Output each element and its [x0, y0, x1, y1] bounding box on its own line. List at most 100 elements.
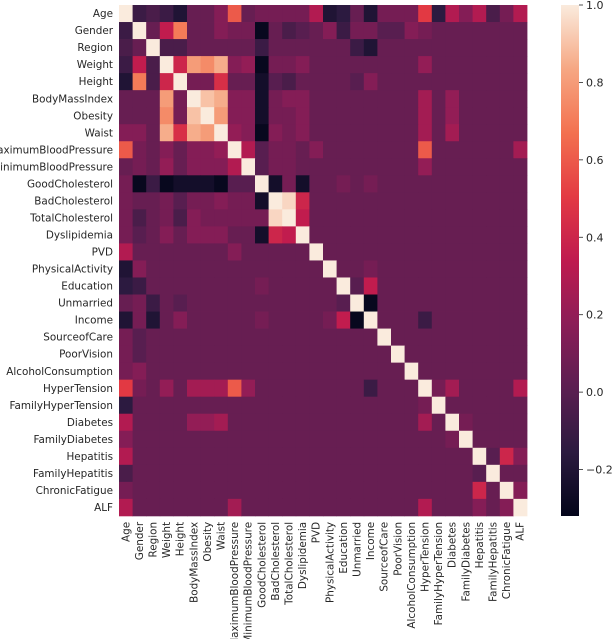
heatmap-cell — [227, 158, 242, 176]
heatmap-cell — [418, 413, 433, 432]
heatmap-cell — [295, 22, 310, 40]
heatmap-cell — [241, 56, 256, 74]
heatmap-cell — [445, 226, 460, 244]
heatmap-cell — [377, 209, 392, 227]
heatmap-cell — [159, 141, 174, 159]
heatmap-cell — [241, 447, 256, 466]
heatmap-cell — [323, 413, 337, 432]
heatmap-cell — [404, 175, 419, 193]
x-tick-label: Age — [120, 522, 132, 542]
heatmap-cell — [336, 158, 351, 176]
heatmap-cell — [363, 498, 378, 517]
heatmap-cell — [146, 209, 161, 227]
y-tick-label: FamilyHepatitis — [33, 468, 113, 480]
heatmap-cell — [119, 5, 133, 23]
heatmap-cell — [445, 22, 460, 40]
heatmap-cell — [472, 260, 487, 278]
heatmap-cell — [377, 498, 392, 517]
heatmap-cell — [241, 413, 256, 432]
heatmap-cell — [187, 379, 201, 398]
heatmap-cell — [119, 260, 133, 278]
heatmap-cell — [486, 209, 501, 227]
heatmap-cell — [146, 5, 161, 23]
heatmap-cell — [445, 5, 460, 23]
heatmap-cell — [472, 56, 487, 74]
heatmap-cell — [255, 345, 269, 364]
heatmap-cell — [146, 362, 161, 381]
heatmap-cell — [146, 175, 161, 193]
heatmap-cell — [363, 396, 378, 415]
heatmap-cell — [459, 90, 473, 108]
heatmap-cell — [132, 277, 147, 295]
heatmap-cell — [132, 430, 147, 449]
heatmap-cell — [418, 243, 433, 261]
y-tick-label: GoodCholesterol — [27, 178, 113, 190]
heatmap-cell — [295, 107, 310, 125]
heatmap-cell — [513, 362, 528, 381]
heatmap-cell — [268, 243, 283, 261]
heatmap-cell — [119, 39, 133, 57]
heatmap-cell — [295, 481, 310, 500]
heatmap-cell — [227, 311, 242, 329]
heatmap-cell — [255, 124, 269, 142]
heatmap-cell — [227, 124, 242, 142]
heatmap-cell — [200, 124, 215, 142]
heatmap-cell — [309, 345, 324, 364]
heatmap-cell — [173, 192, 188, 210]
heatmap-cell — [187, 498, 201, 517]
heatmap-cell — [214, 498, 229, 517]
heatmap-cell — [200, 243, 215, 261]
heatmap-cell — [282, 498, 297, 517]
heatmap-cell — [200, 5, 215, 23]
heatmap-cell — [486, 328, 501, 346]
heatmap-cell — [499, 328, 514, 346]
heatmap-cell — [445, 311, 460, 329]
heatmap-cell — [363, 5, 378, 23]
heatmap-cell — [323, 107, 337, 125]
heatmap-cell — [472, 328, 487, 346]
heatmap-cell — [350, 141, 365, 159]
heatmap-cell — [431, 328, 446, 346]
heatmap-cell — [282, 5, 297, 23]
heatmap-cell — [173, 481, 188, 500]
heatmap-cell — [350, 464, 365, 483]
heatmap-cell — [159, 311, 174, 329]
x-tick-label: Dyslipidemia — [297, 522, 309, 589]
heatmap-cell — [146, 158, 161, 176]
heatmap-cell — [377, 362, 392, 381]
heatmap-cell — [268, 124, 283, 142]
heatmap-cell — [486, 192, 501, 210]
heatmap-cell — [404, 22, 419, 40]
heatmap-cell — [119, 175, 133, 193]
heatmap-cell — [119, 141, 133, 159]
heatmap-cell — [241, 396, 256, 415]
heatmap-cell — [173, 328, 188, 346]
heatmap-cell — [119, 158, 133, 176]
heatmap-cell — [431, 209, 446, 227]
heatmap-cell — [282, 226, 297, 244]
heatmap-cell — [418, 22, 433, 40]
heatmap-cell — [486, 481, 501, 500]
heatmap-cell — [418, 226, 433, 244]
heatmap-cell — [268, 5, 283, 23]
heatmap-cell — [132, 447, 147, 466]
heatmap-cell — [268, 447, 283, 466]
heatmap-cell — [486, 175, 501, 193]
heatmap-cell — [268, 362, 283, 381]
heatmap-cell — [214, 481, 229, 500]
x-tick-label: GoodCholesterol — [256, 522, 268, 608]
colorbar-tick-label: 0.6 — [586, 154, 604, 167]
heatmap-cell — [119, 362, 133, 381]
heatmap-cell — [268, 277, 283, 295]
heatmap-cell — [459, 277, 473, 295]
heatmap-cell — [268, 464, 283, 483]
colorbar-ticks: 1.0 0.8 0.6 0.4 0.2 0.0 −0.2 — [579, 0, 613, 477]
heatmap-cell — [499, 277, 514, 295]
heatmap-cell — [241, 39, 256, 57]
heatmap-cell — [146, 294, 161, 312]
heatmap-cell — [459, 124, 473, 142]
heatmap-cell — [255, 141, 269, 159]
heatmap-cell — [323, 175, 337, 193]
heatmap-cell — [268, 158, 283, 176]
heatmap-cell — [445, 379, 460, 398]
